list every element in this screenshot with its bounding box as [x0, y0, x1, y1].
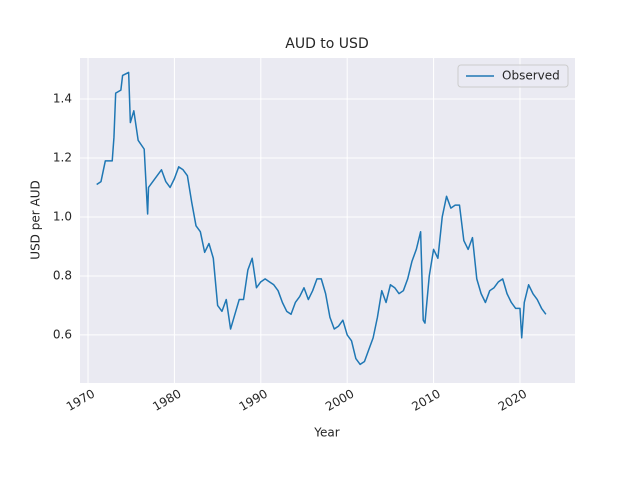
y-tick-label: 1.2: [53, 150, 72, 164]
y-axis-label: USD per AUD: [29, 180, 43, 259]
x-tick-label: 2020: [496, 387, 529, 414]
plot-area: [80, 58, 575, 383]
y-tick-label: 1.4: [53, 91, 72, 105]
chart-title: AUD to USD: [285, 36, 368, 52]
x-tick-label: 1990: [237, 387, 270, 414]
x-axis-label: Year: [313, 426, 339, 440]
x-tick-label: 2000: [323, 387, 356, 414]
data-line: [96, 71, 547, 366]
y-tick-label: 0.8: [53, 268, 72, 282]
x-tick-label: 1980: [150, 387, 183, 414]
x-tick-label: 1970: [64, 387, 97, 414]
grid: [80, 58, 575, 383]
legend-box: [457, 64, 569, 88]
y-tick-label: 0.6: [53, 327, 72, 341]
x-tick-label: 2010: [409, 387, 442, 414]
y-tick-label: 1.0: [53, 209, 72, 223]
legend-label: Observed: [502, 69, 560, 83]
